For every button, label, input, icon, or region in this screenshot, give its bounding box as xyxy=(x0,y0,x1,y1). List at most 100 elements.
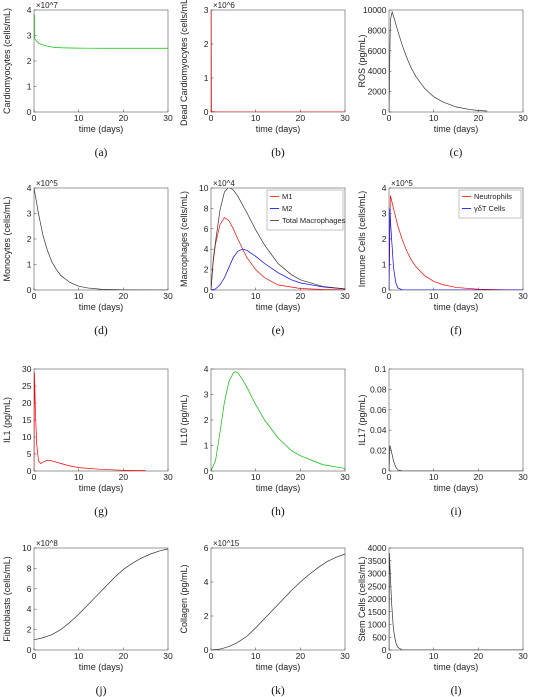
y-tick-label: 0 xyxy=(27,466,32,476)
y-exponent-label: ×10^4 xyxy=(213,179,235,188)
chart-panel-h: 0 10 20 30 0 1 2 3 4 time (days) IL10 (pg/mL) (h) xyxy=(179,364,350,518)
panel-caption: (a) xyxy=(95,147,108,159)
y-tick-label: 1 xyxy=(382,260,387,270)
y-tick-label: 6000 xyxy=(368,46,387,56)
y-tick-label: 4 xyxy=(27,604,32,614)
x-tick-label: 20 xyxy=(474,113,484,123)
y-tick-label: 20 xyxy=(22,398,32,408)
legend-entry: Total Macrophages xyxy=(282,216,346,225)
series-line-0 xyxy=(389,445,523,471)
axes-frame xyxy=(388,9,524,113)
axes-frame xyxy=(210,9,346,113)
y-tick-label: 1 xyxy=(204,441,209,451)
legend: Neutrophils γδT Cells xyxy=(458,189,522,219)
y-tick-label: 30 xyxy=(22,364,32,374)
y-tick-label: 2500 xyxy=(368,581,387,591)
axes-frame xyxy=(33,187,169,291)
series-line-neutrophils xyxy=(389,195,523,290)
axes-frame xyxy=(33,547,169,651)
panel-caption: (g) xyxy=(94,506,108,518)
x-tick-label: 10 xyxy=(74,113,84,123)
y-tick-label: 4 xyxy=(204,577,209,587)
y-exponent-label: ×10^6 xyxy=(213,1,235,10)
x-tick-label: 30 xyxy=(163,651,173,661)
y-tick-label: 0.06 xyxy=(370,405,387,415)
legend-box xyxy=(266,189,344,231)
x-tick-label: 10 xyxy=(429,113,439,123)
series-line-0 xyxy=(211,371,345,471)
y-tick-label: 10 xyxy=(22,543,32,553)
panel-caption: (i) xyxy=(451,506,462,518)
y-tick-label: 10 xyxy=(22,432,32,442)
chart-panel-b: 0 10 20 30 0 1 2 3 ×10^6 time (days) Dead Cardiomy… xyxy=(179,0,350,159)
y-tick-label: 2000 xyxy=(368,87,387,97)
axes-frame xyxy=(33,9,169,113)
x-tick-label: 0 xyxy=(387,291,392,301)
series-line-0 xyxy=(34,14,168,49)
chart-panel-c: 0 10 20 30 0 2000 4000 6000 8000 10000 time (days)… xyxy=(357,5,528,159)
series-line-m2 xyxy=(211,248,345,290)
legend-entry: Neutrophils xyxy=(474,192,512,201)
y-tick-label: 4 xyxy=(382,183,387,193)
y-tick-label: 500 xyxy=(372,632,386,642)
y-tick-label: 8 xyxy=(27,563,32,573)
chart-panel-a: 0 10 20 30 0 1 2 3 4 ×10^7 time (days) Cardiomyocyt… xyxy=(2,1,173,159)
y-tick-label: 4 xyxy=(204,364,209,374)
x-tick-label: 30 xyxy=(518,472,528,482)
x-tick-label: 30 xyxy=(163,291,173,301)
y-tick-label: 15 xyxy=(22,415,32,425)
y-tick-label: 0 xyxy=(204,285,209,295)
x-axis-label: time (days) xyxy=(79,302,124,312)
y-axis-label: Cardiomyocytes (cells/mL) xyxy=(2,8,12,114)
y-tick-label: 4 xyxy=(27,183,32,193)
x-tick-label: 10 xyxy=(74,472,84,482)
axes-frame xyxy=(210,187,346,291)
y-axis-label: Macrophages (cells/mL) xyxy=(179,191,189,287)
x-tick-label: 0 xyxy=(32,113,37,123)
y-axis-label: IL17 (pg/mL) xyxy=(357,394,367,445)
panel-caption: (j) xyxy=(96,685,107,697)
y-axis-label: Monocytes (cells/mL) xyxy=(2,196,12,281)
y-tick-label: 2 xyxy=(204,611,209,621)
axes-frame xyxy=(388,368,524,472)
legend: M1 M2 Total Macrophages xyxy=(266,189,346,231)
x-tick-label: 20 xyxy=(119,472,129,482)
x-tick-label: 10 xyxy=(251,472,261,482)
chart-panel-e: 0 10 20 30 0 2 4 6 8 10 ×10^4 time (days) Macrophage… xyxy=(179,179,350,337)
legend-box xyxy=(458,189,522,219)
series-line-0 xyxy=(34,372,146,471)
x-axis-label: time (days) xyxy=(434,483,479,493)
x-axis-label: time (days) xyxy=(256,483,301,493)
axes-frame xyxy=(210,368,346,472)
y-axis-label: ROS (pg/mL) xyxy=(357,34,367,87)
panel-caption: (f) xyxy=(450,325,462,337)
x-tick-label: 30 xyxy=(340,651,350,661)
x-axis-label: time (days) xyxy=(79,662,124,672)
panel-caption: (e) xyxy=(272,325,285,337)
y-tick-label: 1 xyxy=(204,73,209,83)
y-tick-label: 10000 xyxy=(363,5,387,15)
series-line--t-cells xyxy=(389,208,523,290)
x-axis-label: time (days) xyxy=(256,124,301,134)
x-tick-label: 0 xyxy=(209,113,214,123)
x-tick-label: 30 xyxy=(518,651,528,661)
x-tick-label: 0 xyxy=(32,651,37,661)
y-exponent-label: ×10^15 xyxy=(213,539,240,548)
y-tick-label: 4 xyxy=(27,5,32,15)
y-tick-label: 2 xyxy=(204,265,209,275)
y-tick-label: 0 xyxy=(382,645,387,655)
series-line-0 xyxy=(389,553,523,650)
series-line-0 xyxy=(34,548,168,641)
y-axis-label: Fibroblasts (cells/mL) xyxy=(2,556,12,642)
x-tick-label: 10 xyxy=(251,651,261,661)
panel-caption: (k) xyxy=(271,685,285,697)
y-tick-label: 3 xyxy=(204,390,209,400)
x-tick-label: 10 xyxy=(429,291,439,301)
y-exponent-label: ×10^8 xyxy=(36,539,58,548)
x-tick-label: 30 xyxy=(518,291,528,301)
series-line-total-macrophages xyxy=(211,188,345,290)
x-tick-label: 0 xyxy=(387,651,392,661)
x-tick-label: 20 xyxy=(119,291,129,301)
y-axis-label: Dead Cardiomyocytes (cells/mL) xyxy=(179,0,189,126)
y-tick-label: 3 xyxy=(204,5,209,15)
